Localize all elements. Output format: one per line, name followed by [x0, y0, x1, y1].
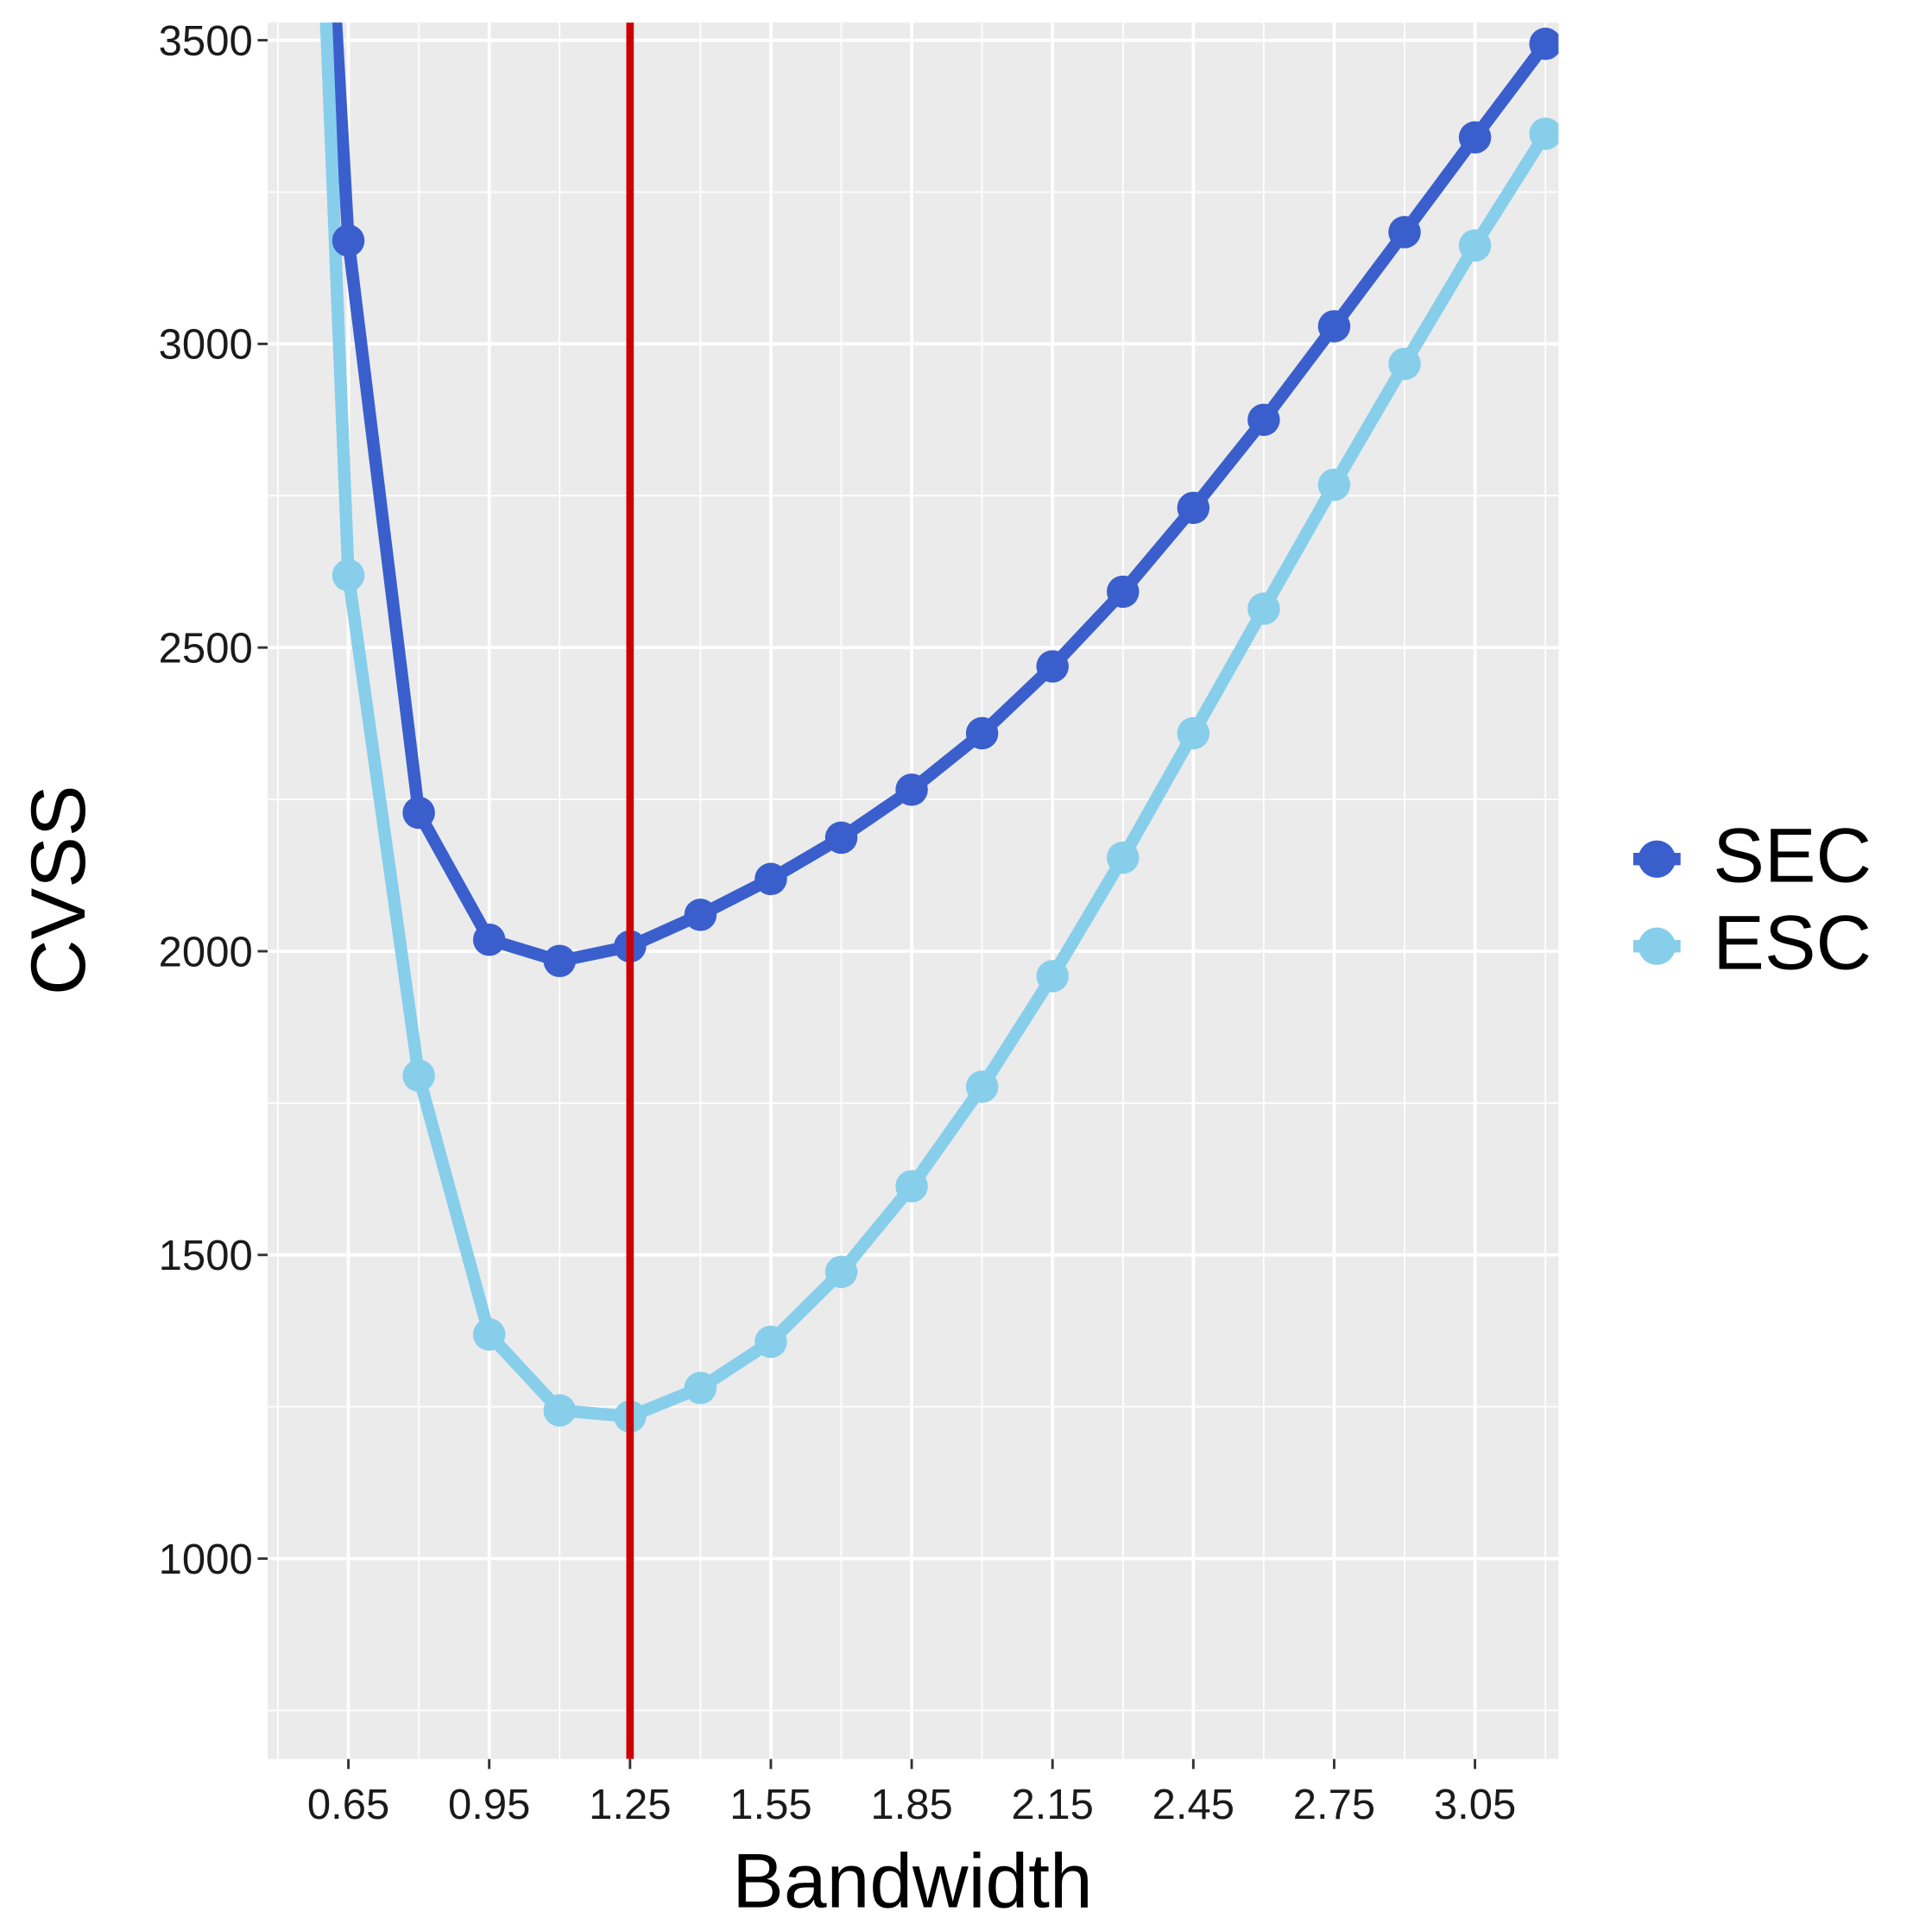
x-tick-label: 1.25: [589, 1782, 671, 1828]
data-point: [1317, 468, 1351, 502]
x-tick-label: 0.65: [307, 1782, 389, 1828]
data-point: [754, 862, 787, 896]
data-point: [472, 1318, 506, 1351]
x-tick-label: 1.55: [729, 1782, 811, 1828]
grid: [268, 22, 1559, 1759]
data-point: [684, 899, 717, 931]
legend-key-point: [1638, 840, 1676, 878]
x-axis-title: Bandwidth: [732, 1837, 1092, 1923]
y-tick-label: 1500: [159, 1233, 253, 1279]
data-point: [1247, 592, 1280, 625]
data-point: [895, 773, 928, 806]
data-point: [331, 224, 365, 257]
data-point: [1529, 117, 1559, 150]
data-point: [331, 558, 365, 592]
data-point: [1177, 716, 1210, 750]
y-axis-title: CVSS: [15, 786, 101, 995]
y-tick-label: 3500: [159, 18, 253, 65]
data-point: [1388, 216, 1421, 249]
axes: 1000 1500 2000 2500 3000 3500 0.65 0.95 1.25 1.55…: [159, 18, 1517, 1828]
data-point: [1529, 28, 1559, 60]
data-point: [472, 923, 506, 956]
data-point: [1036, 650, 1069, 683]
data-point: [965, 716, 999, 750]
data-point: [1458, 229, 1492, 262]
legend-key-point: [1638, 927, 1676, 965]
data-point: [754, 1325, 787, 1359]
x-tick-label: 1.85: [870, 1782, 952, 1828]
data-point: [1247, 403, 1280, 437]
data-point: [543, 1394, 577, 1427]
data-point: [1107, 575, 1140, 609]
data-point: [402, 1059, 435, 1092]
y-tick-label: 2500: [159, 625, 253, 672]
x-tick-label: 2.75: [1293, 1782, 1375, 1828]
y-tick-label: 3000: [159, 322, 253, 369]
data-point: [1317, 310, 1351, 343]
data-point: [824, 1255, 858, 1289]
x-tick-label: 2.15: [1012, 1782, 1094, 1828]
legend-label: SEC: [1713, 812, 1872, 899]
data-point: [1177, 491, 1210, 525]
legend-label: ESC: [1713, 899, 1872, 986]
x-tick-label: 2.45: [1152, 1782, 1234, 1828]
data-point: [1107, 841, 1140, 874]
data-point: [895, 1170, 928, 1203]
data-point: [965, 1070, 999, 1103]
data-point: [824, 821, 858, 855]
data-point: [1458, 121, 1492, 154]
data-point: [1388, 347, 1421, 381]
plot-area: [319, 22, 1559, 1759]
data-point: [684, 1372, 717, 1404]
data-point: [1036, 960, 1069, 993]
x-tick-label: 3.05: [1434, 1782, 1516, 1828]
data-point: [543, 944, 577, 977]
x-tick-label: 0.95: [448, 1782, 530, 1828]
y-tick-label: 1000: [159, 1537, 253, 1583]
y-tick-label: 2000: [159, 929, 253, 975]
data-point: [402, 796, 435, 830]
